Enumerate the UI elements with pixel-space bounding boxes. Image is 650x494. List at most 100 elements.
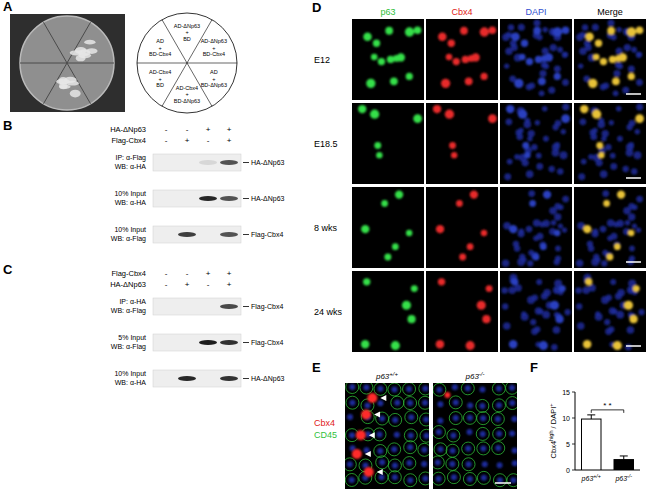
nucleus [502, 259, 509, 266]
cd45-cell [346, 383, 359, 394]
nucleus [377, 448, 383, 454]
blot-label: 10% Input [114, 190, 146, 198]
positive-nucleus [480, 73, 487, 80]
nucleus [347, 461, 353, 467]
nucleus [632, 223, 637, 228]
nucleus [504, 63, 509, 68]
condition-label: Flag-Cbx4 [111, 269, 146, 278]
nucleus [576, 303, 582, 309]
nucleus [589, 129, 596, 136]
positive-nucleus [554, 73, 561, 80]
positive-nucleus [561, 114, 570, 123]
cd45-cell [506, 383, 517, 394]
positive-nucleus [384, 253, 391, 260]
nucleus [598, 121, 606, 129]
nuclei [502, 190, 569, 267]
cd45-cell [493, 427, 506, 440]
nucleus [467, 415, 473, 421]
nucleus [349, 400, 355, 406]
nucleus [465, 385, 471, 391]
band-pointer [243, 306, 249, 307]
micrograph [574, 271, 646, 352]
tile-bg [574, 19, 646, 100]
positive-nucleus [391, 341, 400, 350]
panel-f: F051015Cbx4high / DAPI+p63+/+p63-/-* * [530, 360, 640, 483]
nucleus [436, 387, 442, 393]
nucleus [562, 52, 568, 58]
nucleus [582, 287, 590, 295]
y-axis-label-part: / DAPI [549, 407, 558, 431]
positive-nucleus [588, 79, 597, 88]
positive-nucleus [373, 40, 380, 47]
cd45-cell [388, 443, 401, 456]
cd45-cell [493, 474, 506, 487]
positive-nucleus [545, 53, 553, 61]
sector-label: + [159, 45, 162, 51]
condition-label: Flag-Cbx4 [111, 136, 146, 145]
tile-bg [574, 103, 646, 184]
tile-bg [433, 383, 517, 489]
positive-nucleus [433, 105, 441, 113]
blot [153, 298, 241, 315]
nucleus [536, 279, 542, 285]
nucleus [548, 166, 554, 172]
positive-nucleus [482, 315, 490, 323]
cd45-cell [491, 412, 504, 425]
condition-sign: - [207, 280, 210, 289]
nucleus [509, 400, 515, 406]
nucleus [407, 400, 413, 406]
nucleus [552, 149, 560, 157]
bar [582, 419, 602, 470]
nucleus [551, 220, 557, 226]
positive-nucleus [446, 54, 453, 61]
band [220, 232, 238, 237]
band [178, 232, 196, 237]
nucleus [601, 136, 606, 141]
nucleus [515, 129, 522, 136]
nucleus [577, 322, 585, 330]
positive-nucleus [459, 253, 466, 260]
nuclei [576, 20, 643, 97]
nucleus [480, 431, 486, 437]
band-pointer [243, 342, 249, 343]
nucleus [422, 385, 428, 391]
cd45-cell [374, 383, 387, 395]
nucleus [505, 118, 512, 125]
nucleus [625, 344, 632, 351]
error-line [623, 456, 624, 460]
positive-nucleus [370, 110, 379, 119]
cd45-cell [433, 456, 444, 469]
nuclei [361, 278, 418, 350]
nucleus [602, 130, 609, 137]
nucleus [530, 319, 536, 325]
nucleus [602, 190, 609, 197]
panel-letter: E [312, 360, 321, 375]
nuclei [504, 104, 570, 181]
nucleus [543, 289, 551, 297]
nucleus [391, 446, 397, 452]
nucleus [610, 279, 616, 285]
nucleus [608, 20, 615, 27]
sector-label: BD-Cbx4 [203, 51, 225, 57]
band [199, 196, 217, 201]
nucleus [533, 235, 539, 241]
sector-label: AD [210, 69, 218, 75]
nucleus [482, 461, 488, 467]
positive-nucleus [624, 301, 633, 310]
nucleus [628, 66, 635, 73]
nucleus [347, 414, 353, 420]
nucleus [479, 387, 485, 393]
nucleus [511, 416, 517, 422]
nucleus [528, 130, 535, 137]
nucleus [554, 259, 560, 265]
positive-nucleus [539, 341, 548, 350]
tick-label: p63+/+ [581, 473, 601, 483]
positive-nucleus [526, 58, 533, 65]
condition-sign: - [165, 269, 168, 278]
nucleus [617, 220, 624, 227]
blot-label: WB: α-HA [115, 163, 147, 170]
condition-label: HA-ΔNp63 [110, 125, 146, 134]
arrowhead [369, 432, 375, 438]
band [220, 160, 238, 165]
cd45-cell [433, 426, 445, 439]
